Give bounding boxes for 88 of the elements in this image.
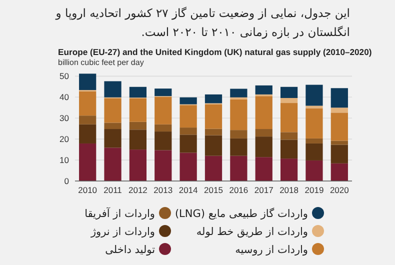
x-tick-label: 2010 bbox=[78, 185, 98, 195]
bar bbox=[255, 85, 272, 94]
x-tick-label: 2015 bbox=[204, 185, 224, 195]
y-tick-label: 30 bbox=[60, 113, 70, 124]
x-tick-label: 2014 bbox=[178, 185, 198, 195]
bar bbox=[280, 140, 298, 159]
bar bbox=[154, 132, 172, 150]
bar bbox=[306, 84, 323, 106]
bar bbox=[306, 160, 323, 181]
bar bbox=[204, 94, 222, 104]
legend-item: تولید داخلی bbox=[105, 243, 171, 256]
bar bbox=[280, 158, 298, 181]
legend-label: واردات از آفریقا bbox=[84, 207, 155, 220]
bar bbox=[104, 122, 122, 130]
y-tick-label: 0 bbox=[64, 176, 70, 186]
legend-label: واردات از نروژ bbox=[90, 226, 155, 238]
bar bbox=[280, 86, 298, 98]
bar bbox=[129, 122, 147, 130]
y-tick-label: 50 bbox=[60, 71, 70, 82]
bar bbox=[154, 124, 172, 132]
bar bbox=[230, 99, 248, 130]
bar bbox=[204, 104, 222, 129]
chart-title: این جدول، نمایی از وضعیت تامین گاز ۲۷ کشور اتحادیه اروپا و انگلستان در بازه زمانی ۲۰۱۰ تا ۲۰۲۰ است. bbox=[54, 5, 350, 41]
legend-label: واردات از طریق خط لوله bbox=[196, 226, 308, 238]
y-axis-title: billion cubic feet per day bbox=[58, 58, 144, 67]
bar bbox=[79, 116, 96, 124]
bar bbox=[129, 86, 147, 98]
bar bbox=[154, 88, 172, 96]
bar bbox=[104, 98, 122, 123]
bar bbox=[230, 88, 248, 98]
bar bbox=[104, 148, 122, 181]
bar bbox=[180, 134, 197, 153]
x-tick-label: 2016 bbox=[229, 185, 248, 195]
bar bbox=[255, 129, 272, 137]
bar bbox=[255, 136, 272, 158]
bar bbox=[180, 105, 197, 128]
bar bbox=[255, 96, 272, 130]
y-tick-label: 40 bbox=[60, 92, 70, 102]
bar bbox=[330, 144, 348, 164]
bar bbox=[129, 130, 147, 150]
bar bbox=[180, 128, 197, 135]
bar bbox=[79, 91, 96, 116]
legend-item: واردات از نروژ bbox=[90, 225, 171, 238]
x-tick-label: 2013 bbox=[154, 185, 173, 195]
bar bbox=[280, 132, 298, 140]
bar bbox=[255, 157, 272, 181]
bar bbox=[230, 156, 248, 181]
legend-item: واردات گاز طبیعی مایع (LNG) bbox=[174, 207, 324, 220]
bar bbox=[280, 98, 298, 104]
bar bbox=[154, 150, 172, 181]
bar bbox=[79, 143, 96, 181]
x-tick-label: 2018 bbox=[280, 185, 299, 195]
bar bbox=[280, 103, 298, 132]
x-tick-label: 2011 bbox=[104, 185, 122, 195]
bar bbox=[180, 97, 197, 104]
legend-label: تولید داخلی bbox=[105, 244, 156, 256]
bar bbox=[306, 106, 323, 108]
bar bbox=[79, 74, 96, 90]
bar bbox=[104, 81, 122, 98]
bar bbox=[306, 143, 323, 160]
bar bbox=[180, 152, 197, 181]
bar bbox=[204, 128, 222, 136]
x-tick-label: 2019 bbox=[304, 185, 324, 195]
bar bbox=[79, 124, 96, 144]
bar bbox=[306, 138, 323, 144]
bar bbox=[104, 129, 122, 148]
bar bbox=[204, 135, 222, 156]
bar bbox=[230, 130, 248, 138]
legend-item: واردات از طریق خط لوله bbox=[196, 225, 324, 238]
bar bbox=[129, 98, 147, 122]
legend-item: واردات از روسیه bbox=[235, 243, 324, 256]
bar bbox=[204, 156, 222, 181]
y-tick-label: 20 bbox=[60, 134, 70, 144]
x-tick-label: 2012 bbox=[128, 185, 148, 195]
bar bbox=[330, 88, 348, 108]
bar bbox=[330, 108, 348, 113]
y-tick-label: 10 bbox=[60, 155, 70, 166]
x-tick-label: 2020 bbox=[330, 185, 350, 195]
legend-label: واردات از روسیه bbox=[235, 244, 308, 256]
bar bbox=[230, 138, 248, 156]
bar bbox=[154, 96, 172, 124]
bar bbox=[330, 112, 348, 141]
bar bbox=[306, 108, 323, 138]
chart-subtitle: Europe (EU-27) and the United Kingdom (UK) natural gas supply (2010–2020) bbox=[58, 47, 372, 57]
legend-item: واردات از آفریقا bbox=[84, 207, 171, 220]
bar bbox=[330, 163, 348, 181]
bar bbox=[129, 150, 147, 181]
x-tick-label: 2017 bbox=[254, 185, 274, 195]
